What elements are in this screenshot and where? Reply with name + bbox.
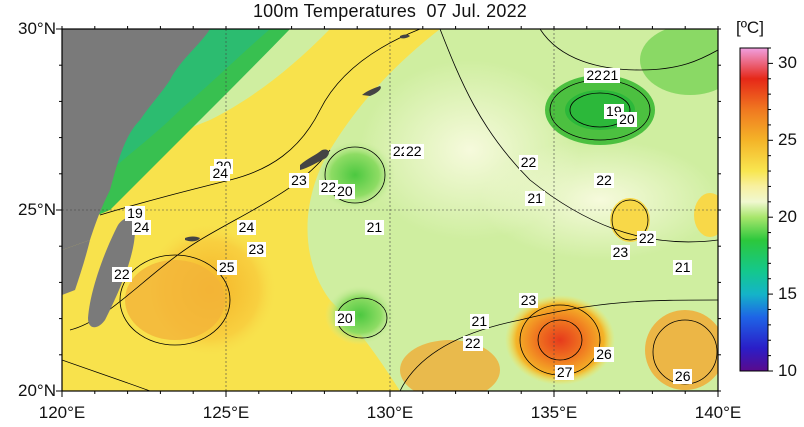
contour-value-label: 19 bbox=[125, 204, 145, 221]
sakishima-islands bbox=[185, 236, 200, 242]
contour-value-label: 27 bbox=[554, 363, 575, 380]
title-depth: 100m Temperatures bbox=[252, 1, 417, 21]
contour-value-label: 22 bbox=[636, 229, 657, 246]
contour-value-label: 23 bbox=[610, 244, 631, 261]
lon-tick-label: 125°E bbox=[202, 403, 250, 422]
taiwan-island bbox=[88, 218, 135, 328]
contour-value-label: 20 bbox=[335, 309, 355, 326]
colorbar-tick-label: 20 bbox=[778, 207, 797, 227]
lon-tick-label: 120°E bbox=[38, 403, 86, 422]
contour-value-label: 26 bbox=[672, 367, 693, 384]
contour-value-label: 22 bbox=[403, 143, 424, 160]
warm-ring-far-east bbox=[694, 193, 718, 237]
contour-value-label: 21 bbox=[364, 219, 385, 236]
contour-value-label: 25 bbox=[217, 258, 237, 275]
lon-tick-label: 135°E bbox=[530, 403, 578, 422]
colorbar-unit: [ºC] bbox=[736, 18, 764, 37]
contour-value-label: 22 bbox=[518, 153, 539, 170]
okinawa-island bbox=[300, 149, 329, 170]
land-masses bbox=[62, 29, 410, 328]
colorbar-ticks bbox=[768, 47, 773, 372]
warm-patch-south-center bbox=[400, 340, 500, 391]
contour-value-label: 24 bbox=[131, 219, 152, 236]
contour-value-label: 21 bbox=[600, 67, 621, 84]
pale-east-zone bbox=[480, 140, 718, 260]
colorbar bbox=[739, 47, 769, 372]
contour-value-label: 20 bbox=[617, 110, 637, 127]
lat-tick-label: 25°N bbox=[18, 200, 56, 219]
contour-value-label: 23 bbox=[289, 172, 309, 189]
colorbar-tick-label: 15 bbox=[778, 284, 797, 304]
warm-patch-southeast bbox=[645, 310, 718, 390]
contour-value-label: 21 bbox=[469, 313, 490, 330]
warm-core-west bbox=[125, 260, 225, 340]
china-mainland bbox=[62, 29, 210, 250]
contour-value-label: 22 bbox=[463, 334, 483, 351]
colorbar-tick-label: 25 bbox=[778, 130, 797, 150]
china-south-coast bbox=[62, 240, 90, 295]
lat-tick-label: 20°N bbox=[18, 381, 56, 400]
contour-value-label: 23 bbox=[246, 240, 267, 257]
lon-tick-label: 130°E bbox=[366, 403, 414, 422]
graticule bbox=[62, 29, 718, 391]
colorbar-tick-label: 10 bbox=[778, 361, 797, 380]
contour-value-label: 22 bbox=[112, 266, 132, 283]
contour-value-label: 23 bbox=[518, 291, 539, 308]
contour-value-label: 22 bbox=[594, 172, 614, 189]
map-title: 100m Temperatures 07 Jul. 2022 bbox=[0, 0, 780, 22]
amami-island bbox=[362, 86, 381, 96]
contour-value-label: 22 bbox=[584, 67, 604, 84]
osumi-islet bbox=[400, 34, 410, 39]
colorbar-tick-label: 30 bbox=[778, 53, 797, 73]
axis-ticks bbox=[56, 26, 721, 397]
cool-northeast-corner bbox=[640, 29, 718, 95]
contour-value-label: 21 bbox=[525, 190, 545, 207]
contour-value-label: 22 bbox=[318, 179, 339, 196]
contour-value-label: 26 bbox=[594, 345, 614, 362]
contour-value-label: 24 bbox=[236, 219, 257, 236]
contour-value-label: 21 bbox=[672, 258, 693, 275]
contour-value-label: 24 bbox=[210, 164, 231, 181]
title-date: 07 Jul. 2022 bbox=[426, 1, 528, 21]
contour-value-label: 20 bbox=[335, 182, 355, 199]
warm-eddy-south bbox=[505, 295, 615, 385]
lon-tick-label: 140°E bbox=[694, 403, 742, 422]
lat-tick-label: 30°N bbox=[18, 19, 56, 38]
